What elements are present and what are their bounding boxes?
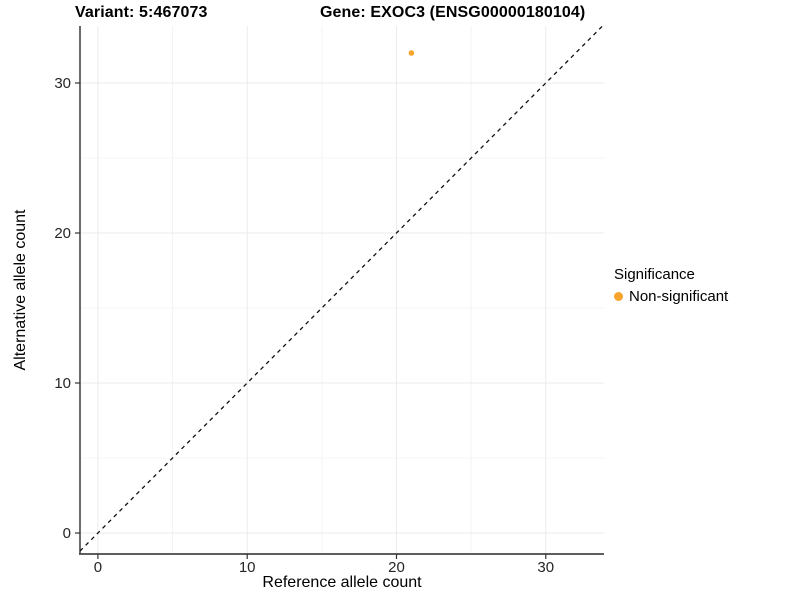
x-tick-label: 20 [388, 559, 405, 576]
x-tick-label: 0 [94, 559, 102, 576]
data-point [408, 50, 415, 56]
plot-title-variant: Variant: 5:467073 [75, 4, 208, 21]
identity-dashed-line [79, 25, 603, 552]
x-axis-label: Reference allele count [262, 574, 422, 591]
legend-entry: Non-significant [614, 288, 728, 305]
x-tick-label: 10 [239, 559, 256, 576]
legend-title: Significance [614, 266, 695, 283]
y-tick-label: 20 [54, 225, 71, 242]
plot-title-gene: Gene: EXOC3 (ENSG00000180104) [320, 4, 586, 21]
y-axis-label: Alternative allele count [12, 209, 29, 371]
x-tick-label: 30 [537, 559, 554, 576]
legend-point-icon [614, 292, 623, 301]
legend-entry-label: Non-significant [629, 288, 729, 305]
legend: Significance Non-significant [614, 266, 728, 305]
y-tick-label: 0 [63, 525, 71, 542]
y-tick-label: 30 [54, 75, 71, 92]
y-tick-label: 10 [54, 375, 71, 392]
